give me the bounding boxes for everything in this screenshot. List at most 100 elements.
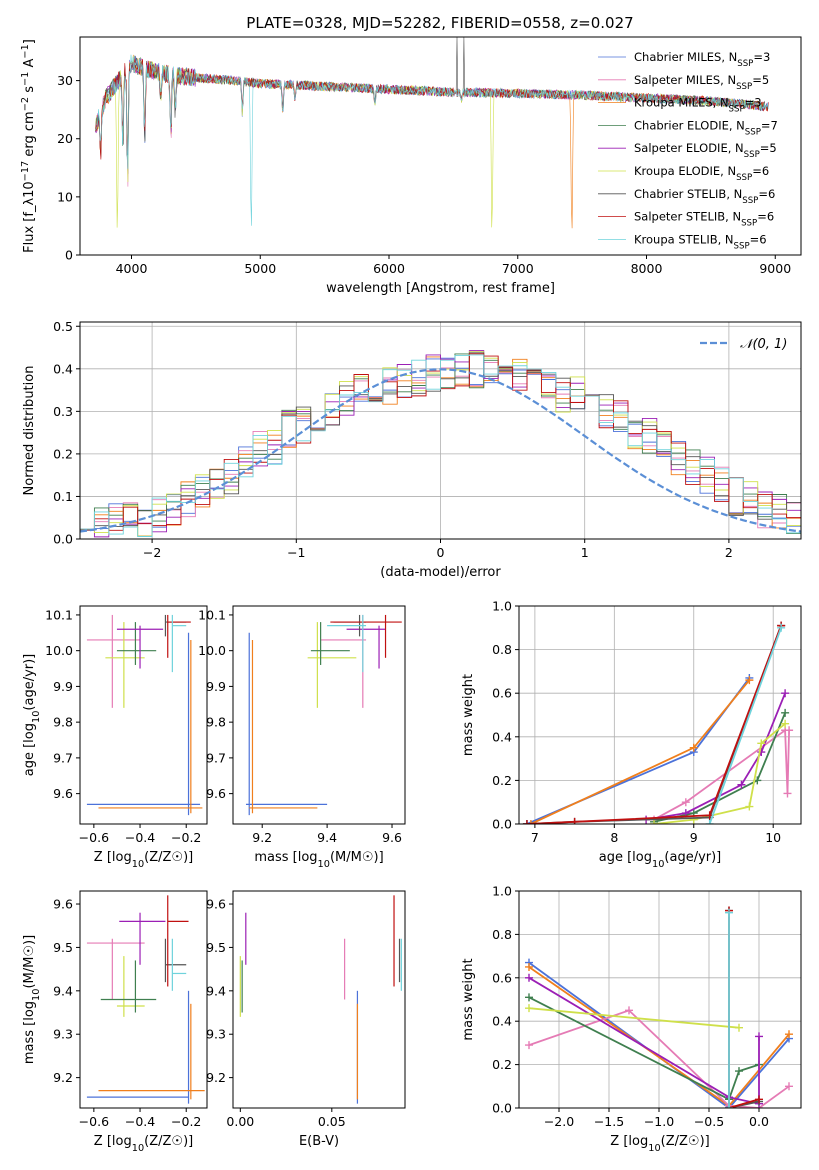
y-tick-label: 0.6 <box>492 686 512 701</box>
histogram-step <box>80 350 801 538</box>
y-tick-label: 9.3 <box>206 1027 226 1042</box>
data-point <box>781 689 790 698</box>
y-tick-label: 0.0 <box>53 532 73 547</box>
x-tick-label: 0.0 <box>749 1114 769 1129</box>
x-axis-label: wavelength [Angstrom, rest frame] <box>326 281 555 296</box>
subscript: 10 <box>31 989 42 1001</box>
y-tick-label: 1.0 <box>492 884 512 899</box>
axes-frame <box>79 605 208 825</box>
plot-area <box>239 895 402 1104</box>
x-tick-label: −1.5 <box>594 1114 624 1129</box>
subscript: 10 <box>648 1143 660 1154</box>
data-point <box>705 820 714 824</box>
y-tick-label: 0.8 <box>492 927 512 942</box>
data-point <box>737 780 746 789</box>
data-point <box>757 748 766 757</box>
data-point <box>755 1095 763 1104</box>
x-tick-label: −0.4 <box>125 1114 155 1129</box>
legend-label: Chabrier MILES, NSSP=3 <box>634 50 770 69</box>
y-tick-label: 10.0 <box>198 643 226 658</box>
series-line <box>653 728 790 821</box>
x-tick-label: 9000 <box>759 261 791 276</box>
superscript: −1 <box>20 44 31 58</box>
series-line <box>528 977 760 1105</box>
subscript: SSP <box>741 219 757 229</box>
x-axis-label: mass [log10(M/M☉)] <box>254 850 383 870</box>
y-tick-label: 9.8 <box>53 715 73 730</box>
y-axis-label: Flux [f_λ10−17 erg cm−2 s−1 A−1] <box>20 39 38 253</box>
x-tick-label: 2 <box>725 545 733 560</box>
x-axis-label: Z [log10(Z/Z☉)] <box>94 850 193 870</box>
x-tick-label: 7000 <box>502 261 534 276</box>
y-axis-label: age [log10(age/yr)] <box>22 654 42 777</box>
x-tick-label: −2 <box>143 545 161 560</box>
legend-label: Salpeter ELODIE, NSSP=5 <box>634 141 777 160</box>
x-tick-label: −0.6 <box>79 1114 109 1129</box>
subscript: SSP <box>729 105 745 115</box>
subscript: SSP <box>736 82 752 92</box>
panel-mass-vs-ebv: 0.00 0.05 9.2 9.3 9.4 9.5 9.6 E(B-V) <box>206 890 406 1149</box>
subscript: SSP <box>737 59 753 69</box>
axes-frame <box>79 36 802 256</box>
data-point <box>781 719 790 728</box>
data-point <box>525 962 533 971</box>
legend-label: 𝒩(0, 1) <box>740 337 787 352</box>
x-tick-label: 9.4 <box>317 830 337 845</box>
panel-age-vs-Z: −0.6 −0.4 −0.2 9.6 9.7 9.8 9.9 10.0 10.1 Z [log10… <box>22 605 208 870</box>
y-tick-label: 9.5 <box>53 940 73 955</box>
axes-frame <box>232 605 406 825</box>
axes-frame <box>79 890 208 1109</box>
x-tick-label: 5000 <box>244 261 276 276</box>
superscript: −17 <box>20 161 31 182</box>
y-tick-label: 0.6 <box>492 970 512 985</box>
series-line <box>653 712 786 823</box>
y-axis-label: mass weight <box>461 674 476 756</box>
legend-label: Salpeter MILES, NSSP=5 <box>634 73 769 92</box>
plot-area <box>245 614 402 816</box>
data-point <box>785 1030 793 1039</box>
y-tick-label: 9.5 <box>206 940 226 955</box>
y-tick-label: 0.4 <box>492 729 512 744</box>
y-tick-label: 0.5 <box>53 319 73 334</box>
y-tick-label: 0.0 <box>492 817 512 832</box>
x-tick-label: 4000 <box>116 261 148 276</box>
x-tick-label: 1 <box>581 545 589 560</box>
y-tick-label: 0.2 <box>492 773 512 788</box>
y-tick-label: 10.0 <box>45 643 73 658</box>
y-tick-label: 9.4 <box>53 983 73 998</box>
data-point <box>525 1041 533 1050</box>
x-tick-label: 0.00 <box>226 1114 254 1129</box>
plot-area <box>522 621 794 824</box>
x-tick-label: −1.0 <box>644 1114 674 1129</box>
x-tick-label: −0.5 <box>694 1114 724 1129</box>
axes-frame <box>79 321 802 540</box>
subscript: SSP <box>734 241 750 251</box>
axes-frame <box>518 890 802 1109</box>
x-tick-label: −0.2 <box>171 830 201 845</box>
y-tick-label: 0.4 <box>492 1014 512 1029</box>
y-tick-label: 9.4 <box>206 983 226 998</box>
series-line <box>708 627 782 824</box>
data-point <box>525 993 533 1002</box>
x-tick-label: −0.4 <box>125 830 155 845</box>
y-tick-label: 9.9 <box>206 679 226 694</box>
data-point <box>725 908 733 917</box>
superscript: −1 <box>20 72 31 86</box>
y-tick-label: 0.4 <box>53 361 73 376</box>
x-tick-label: 0 <box>437 545 445 560</box>
data-point <box>781 708 790 717</box>
data-point <box>526 820 535 824</box>
y-tick-label: 30 <box>57 73 73 88</box>
y-tick-label: 9.6 <box>206 786 226 801</box>
subscript: 10 <box>318 859 330 870</box>
legend-label: Kroupa STELIB, NSSP=6 <box>634 232 767 251</box>
x-tick-label: 8000 <box>631 261 663 276</box>
y-tick-label: 0 <box>65 248 73 263</box>
x-tick-label: −0.6 <box>79 830 109 845</box>
x-tick-label: 10 <box>765 830 781 845</box>
data-point <box>735 1023 743 1032</box>
y-axis-label: mass weight <box>461 958 476 1040</box>
panel-mass-weight-vs-age: 7 8 9 10 0.0 0.2 0.4 0.6 0.8 1.0 age [log10(age/yr… <box>461 599 802 870</box>
subscript: SSP <box>745 127 761 137</box>
